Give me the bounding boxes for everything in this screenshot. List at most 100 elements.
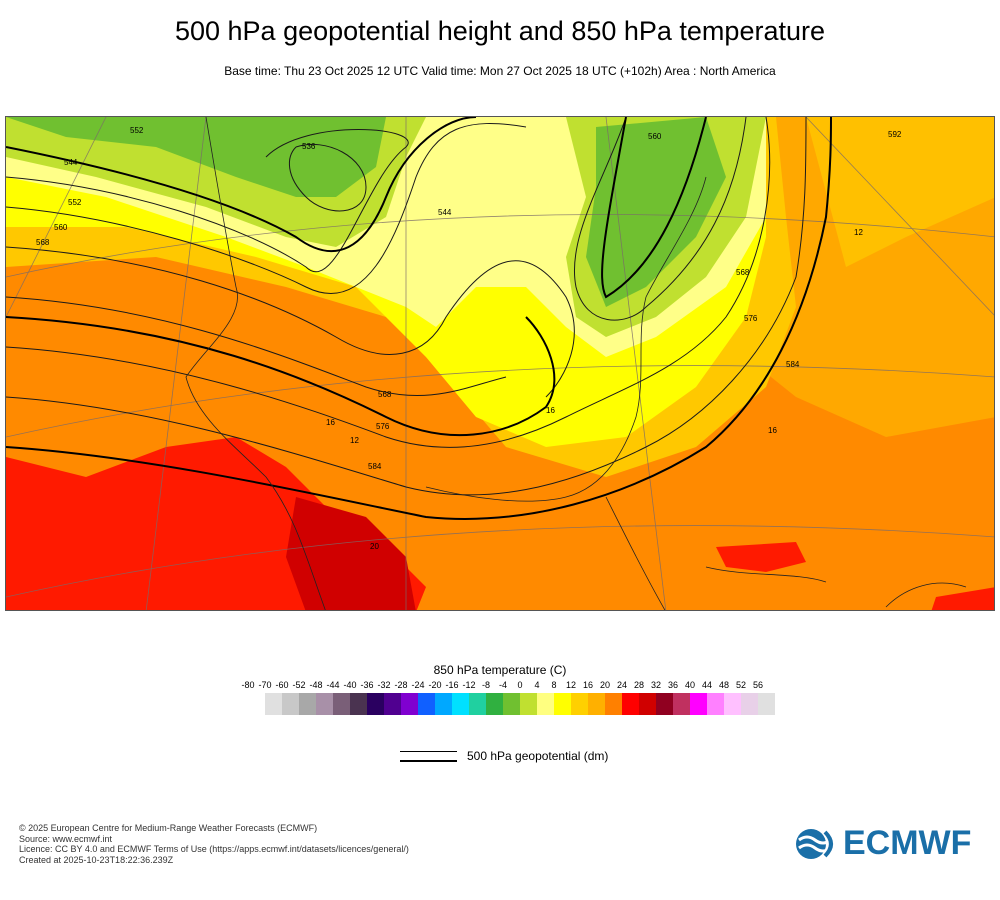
temperature-swatch xyxy=(384,693,401,715)
temperature-swatch xyxy=(469,693,486,715)
contour-label: 592 xyxy=(888,130,902,139)
contour-label: 12 xyxy=(350,436,359,445)
temperature-swatch xyxy=(656,693,673,715)
temperature-tick-label: 0 xyxy=(517,680,523,690)
contour-label: 568 xyxy=(378,390,392,399)
temperature-tick-label: 20 xyxy=(599,680,611,690)
contour-label: 16 xyxy=(768,426,777,435)
copyright-line: © 2025 European Centre for Medium-Range … xyxy=(19,823,318,833)
temperature-swatch xyxy=(486,693,503,715)
temperature-swatch xyxy=(452,693,469,715)
temperature-tick-label: -40 xyxy=(343,680,357,690)
chart-subtitle: Base time: Thu 23 Oct 2025 12 UTC Valid … xyxy=(224,64,776,78)
temperature-tick-label: 12 xyxy=(565,680,577,690)
credits-footer: © 2025 European Centre for Medium-Range … xyxy=(19,823,409,865)
created-line: Created at 2025-10-23T18:22:36.239Z xyxy=(19,854,174,865)
temperature-tick-label: -4 xyxy=(498,680,508,690)
geopotential-contours-thin xyxy=(6,117,807,496)
temperature-swatch xyxy=(435,693,452,715)
temperature-legend-title: 850 hPa temperature (C) xyxy=(433,663,567,677)
contour-label: 544 xyxy=(438,208,452,217)
temperature-tick-label: -80 xyxy=(241,680,255,690)
geopotential-legend-label: 500 hPa geopotential (dm) xyxy=(467,749,609,763)
temperature-swatch xyxy=(554,693,571,715)
temperature-tick-label: -52 xyxy=(292,680,306,690)
geopotential-legend: 500 hPa geopotential (dm) xyxy=(400,748,660,768)
temperature-swatch xyxy=(350,693,367,715)
licence-line: Licence: CC BY 4.0 and ECMWF Terms of Us… xyxy=(19,844,409,854)
temperature-swatch xyxy=(639,693,656,715)
temperature-tick-label: -48 xyxy=(309,680,323,690)
contour-label: 584 xyxy=(368,462,382,471)
temperature-tick-label: -32 xyxy=(377,680,391,690)
contour-label: 544 xyxy=(64,158,78,167)
contour-label: 16 xyxy=(546,406,555,415)
temperature-swatch xyxy=(673,693,690,715)
region-green-east xyxy=(586,117,726,307)
temperature-tick-label: 48 xyxy=(718,680,730,690)
region-green-west xyxy=(6,117,386,197)
temperature-tick-label: 8 xyxy=(551,680,557,690)
temperature-tick-label: 52 xyxy=(735,680,747,690)
temperature-swatch xyxy=(503,693,520,715)
contour-label: 568 xyxy=(36,238,50,247)
region-red-caribbean xyxy=(716,542,806,572)
temperature-swatch xyxy=(690,693,707,715)
contour-label: 20 xyxy=(370,542,379,551)
temperature-color-bar xyxy=(265,693,775,715)
temperature-swatch xyxy=(605,693,622,715)
contour-label: 584 xyxy=(786,360,800,369)
temperature-tick-label: -60 xyxy=(275,680,289,690)
temperature-swatch xyxy=(707,693,724,715)
region-ne-amber xyxy=(806,117,994,267)
region-dark-red xyxy=(286,497,416,610)
contour-label: 576 xyxy=(744,314,758,323)
coastlines xyxy=(185,117,967,610)
temperature-tick-label: -24 xyxy=(411,680,425,690)
forecast-map[interactable]: 552 544 552 560 568 536 544 560 568 576 … xyxy=(5,116,995,611)
geopotential-contours-thick xyxy=(6,117,832,520)
temperature-swatch xyxy=(724,693,741,715)
temperature-swatch xyxy=(401,693,418,715)
contour-label: 552 xyxy=(68,198,82,207)
ecmwf-logo[interactable]: ECMWF xyxy=(795,824,985,862)
temperature-tick-label: -70 xyxy=(258,680,272,690)
temperature-tick-label: 32 xyxy=(650,680,662,690)
contour-label: 536 xyxy=(302,142,316,151)
geopotential-line-thick xyxy=(400,760,457,762)
temperature-tick-label: 4 xyxy=(534,680,540,690)
temperature-swatch xyxy=(418,693,435,715)
contour-label: 560 xyxy=(54,223,68,232)
temperature-tick-label: -8 xyxy=(481,680,491,690)
temperature-swatch xyxy=(316,693,333,715)
contour-label: 560 xyxy=(648,132,662,141)
contour-label: 12 xyxy=(854,228,863,237)
temperature-scale-labels: -80 -70 -60 -52 -48 -44 -40 -36 -32 -28 -24 -20 -16-… xyxy=(0,680,1000,692)
temperature-tick-label: -20 xyxy=(428,680,442,690)
temperature-tick-label: 16 xyxy=(582,680,594,690)
contour-label: 16 xyxy=(326,418,335,427)
temperature-tick-label: -44 xyxy=(326,680,340,690)
temperature-swatch xyxy=(537,693,554,715)
temperature-tick-label: 28 xyxy=(633,680,645,690)
temperature-swatch xyxy=(367,693,384,715)
ecmwf-logo-icon xyxy=(796,829,833,859)
temperature-tick-label: -28 xyxy=(394,680,408,690)
temperature-tick-label: -12 xyxy=(462,680,476,690)
temperature-swatch xyxy=(282,693,299,715)
region-red-se xyxy=(931,587,994,610)
temperature-swatch xyxy=(588,693,605,715)
temperature-swatch xyxy=(520,693,537,715)
temperature-swatch xyxy=(265,693,282,715)
graticule xyxy=(6,117,994,610)
temperature-swatch xyxy=(333,693,350,715)
temperature-tick-label: 36 xyxy=(667,680,679,690)
temperature-swatch xyxy=(299,693,316,715)
temperature-swatch xyxy=(622,693,639,715)
temperature-tick-label: 56 xyxy=(752,680,764,690)
map-canvas: 552 544 552 560 568 536 544 560 568 576 … xyxy=(6,117,994,610)
temperature-tick-label: 24 xyxy=(616,680,628,690)
chart-title: 500 hPa geopotential height and 850 hPa … xyxy=(174,16,825,46)
contour-label: 576 xyxy=(376,422,390,431)
temperature-tick-label: -16 xyxy=(445,680,459,690)
